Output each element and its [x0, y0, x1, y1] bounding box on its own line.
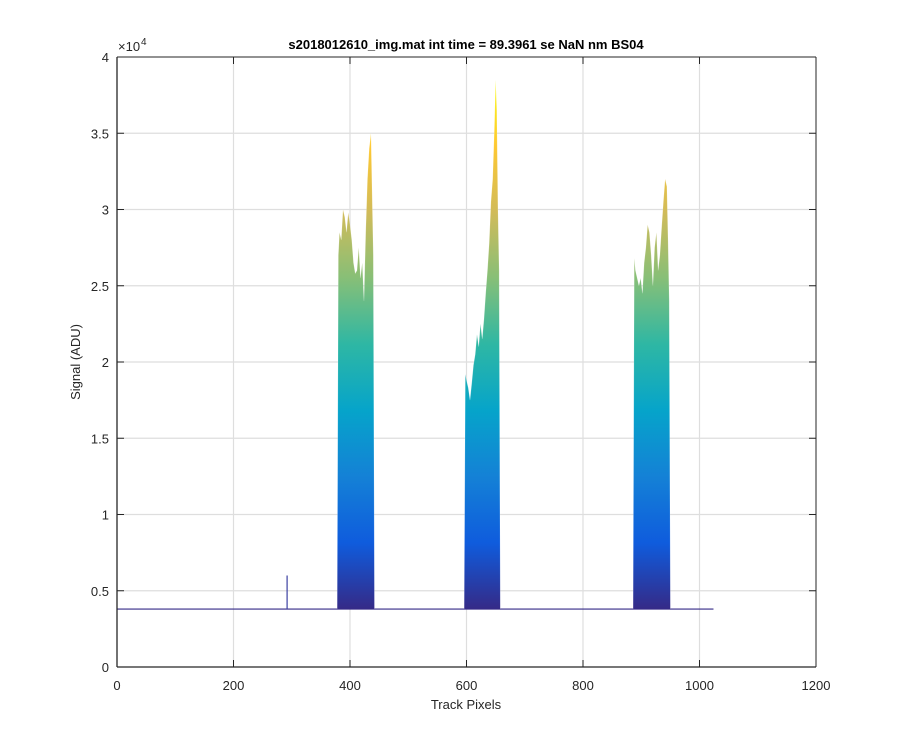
x-tick-labels: 0 200 400 600 800 1000 1200 — [113, 678, 830, 693]
peak-outline-3 — [632, 178, 671, 610]
chart-title: s2018012610_img.mat int time = 89.3961 s… — [288, 37, 644, 52]
peak-outline-2 — [463, 79, 501, 610]
y-exponent-power: 4 — [141, 37, 147, 48]
y-tick-labels: 0 0.5 1 1.5 2 2.5 3 3.5 4 — [91, 50, 109, 675]
y-tick-label: 4 — [102, 50, 109, 65]
y-tick-label: 3.5 — [91, 126, 109, 141]
peak-area-2 — [464, 79, 501, 610]
x-tick-label: 600 — [456, 678, 478, 693]
peak-area-3 — [633, 179, 671, 610]
y-tick-label: 0 — [102, 660, 109, 675]
y-tick-label: 3 — [102, 203, 109, 218]
y-tick-label: 2 — [102, 355, 109, 370]
x-tick-label: 400 — [339, 678, 361, 693]
x-tick-label: 200 — [223, 678, 245, 693]
x-tick-label: 1000 — [685, 678, 714, 693]
x-tick-label: 0 — [113, 678, 120, 693]
y-exponent-base: ×10 — [118, 39, 140, 54]
y-axis-label: Signal (ADU) — [68, 324, 83, 400]
peak-outline-1 — [336, 133, 375, 610]
y-tick-label: 1.5 — [91, 431, 109, 446]
y-tick-label: 2.5 — [91, 279, 109, 294]
x-tick-label: 1200 — [802, 678, 831, 693]
y-tick-label: 1 — [102, 508, 109, 523]
x-tick-label: 800 — [572, 678, 594, 693]
peak-area-1 — [337, 133, 375, 610]
y-exponent: ×10 4 — [118, 37, 147, 54]
axes-layer — [116, 56, 817, 668]
x-axis-label: Track Pixels — [431, 697, 502, 712]
series-layer — [117, 79, 714, 610]
y-tick-label: 0.5 — [91, 584, 109, 599]
